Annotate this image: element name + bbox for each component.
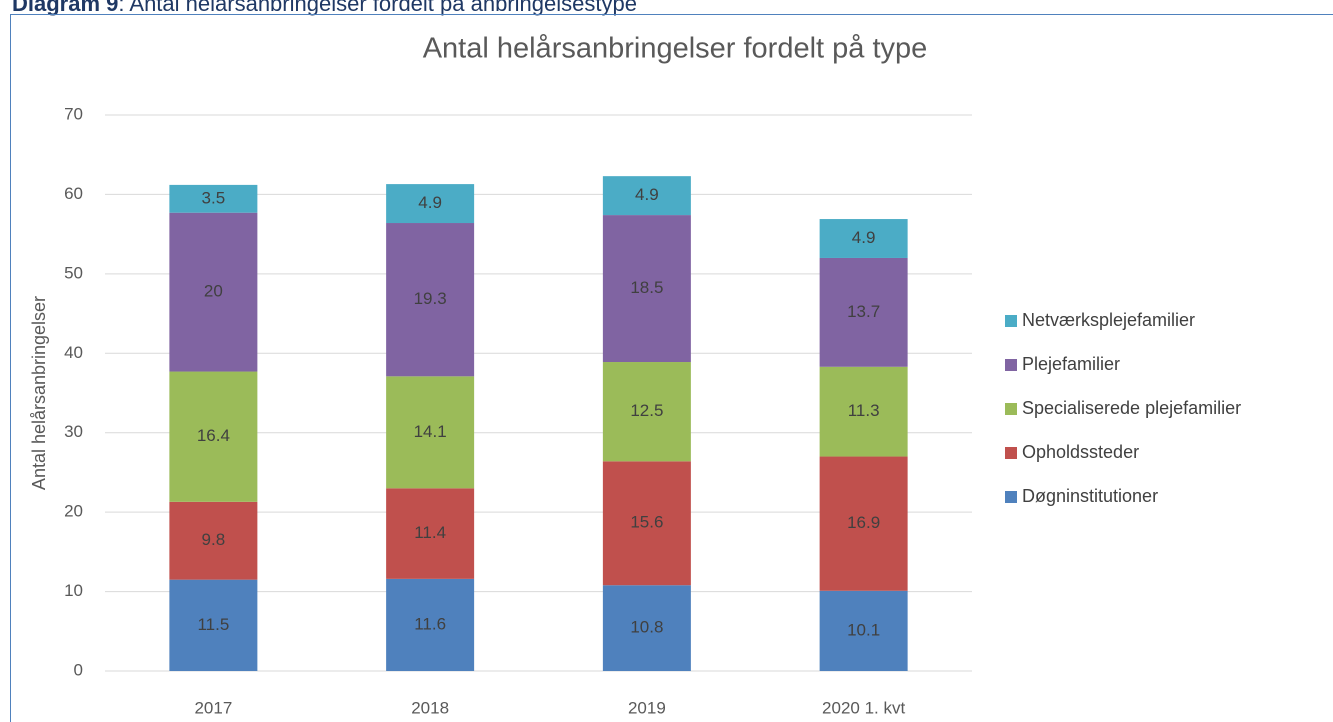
- legend-swatch: [1005, 491, 1017, 503]
- data-label: 19.3: [414, 289, 447, 308]
- data-label: 13.7: [847, 302, 880, 321]
- bar-segment: [819, 219, 908, 258]
- y-tick-label: 30: [64, 422, 83, 441]
- y-tick-label: 20: [64, 502, 83, 521]
- bar-segment: [819, 590, 908, 671]
- bar-segment: [169, 371, 258, 502]
- legend-label: Plejefamilier: [1022, 354, 1120, 374]
- bar-segment: [602, 176, 691, 216]
- chart-title: Antal helårsanbringelser fordelt på type: [423, 33, 928, 65]
- legend-swatch: [1005, 447, 1017, 459]
- x-tick-label: 2018: [411, 698, 449, 717]
- legend-label: Specialiserede plejefamilier: [1022, 398, 1241, 418]
- y-tick-label: 70: [64, 104, 83, 123]
- legend-label: Døgninstitutioner: [1022, 486, 1158, 506]
- bar-segment: [169, 184, 258, 213]
- data-label: 14.1: [414, 422, 447, 441]
- caption-label: Diagram 9: [12, 0, 119, 16]
- bar-segment: [819, 366, 908, 457]
- bar-segment: [386, 223, 475, 377]
- data-label: 16.9: [847, 513, 880, 532]
- bar-segment: [169, 501, 258, 580]
- legend-label: Opholdssteder: [1022, 442, 1139, 462]
- data-label: 4.9: [635, 185, 659, 204]
- bar-segment: [602, 215, 691, 363]
- x-tick-label: 2019: [628, 698, 666, 717]
- y-tick-label: 0: [74, 660, 83, 679]
- bar-segment: [386, 376, 475, 489]
- data-label: 4.9: [852, 228, 876, 247]
- data-label: 12.5: [630, 401, 663, 420]
- data-label: 11.3: [848, 401, 880, 420]
- y-tick-label: 40: [64, 343, 83, 362]
- bar-segment: [819, 257, 908, 367]
- data-label: 11.6: [414, 614, 446, 633]
- caption: Diagram 9: Antal helårsanbringelser ford…: [12, 0, 637, 17]
- y-tick-label: 50: [64, 263, 83, 282]
- data-label: 20: [204, 282, 223, 301]
- x-tick-label: 2020 1. kvt: [822, 698, 905, 717]
- bar-segment: [602, 362, 691, 462]
- bar-segment: [602, 585, 691, 671]
- bar-segment: [386, 578, 475, 671]
- chart-frame: [10, 14, 1333, 722]
- data-label: 18.5: [630, 278, 663, 297]
- legend-swatch: [1005, 315, 1017, 327]
- data-label: 10.1: [847, 620, 880, 639]
- data-label: 11.4: [414, 523, 446, 542]
- bar-segment: [386, 488, 475, 579]
- bar-segment: [602, 461, 691, 586]
- data-label: 16.4: [197, 426, 230, 445]
- x-tick-label: 2017: [194, 698, 232, 717]
- y-tick-label: 60: [64, 184, 83, 203]
- bar-segment: [386, 184, 475, 224]
- data-label: 9.8: [202, 530, 226, 549]
- y-axis-label: Antal helårsanbringelser: [29, 296, 49, 490]
- legend-swatch: [1005, 403, 1017, 415]
- bar-segment: [169, 579, 258, 671]
- bar-segment: [819, 456, 908, 591]
- caption-text: : Antal helårsanbringelser fordelt på an…: [118, 0, 637, 16]
- legend-label: Netværksplejefamilier: [1022, 310, 1195, 330]
- data-label: 3.5: [202, 188, 226, 207]
- data-label: 11.5: [197, 615, 229, 634]
- y-tick-label: 10: [64, 581, 83, 600]
- legend-swatch: [1005, 359, 1017, 371]
- bar-segment: [169, 212, 258, 372]
- data-label: 4.9: [418, 193, 442, 212]
- data-label: 15.6: [630, 513, 663, 532]
- data-label: 10.8: [630, 618, 663, 637]
